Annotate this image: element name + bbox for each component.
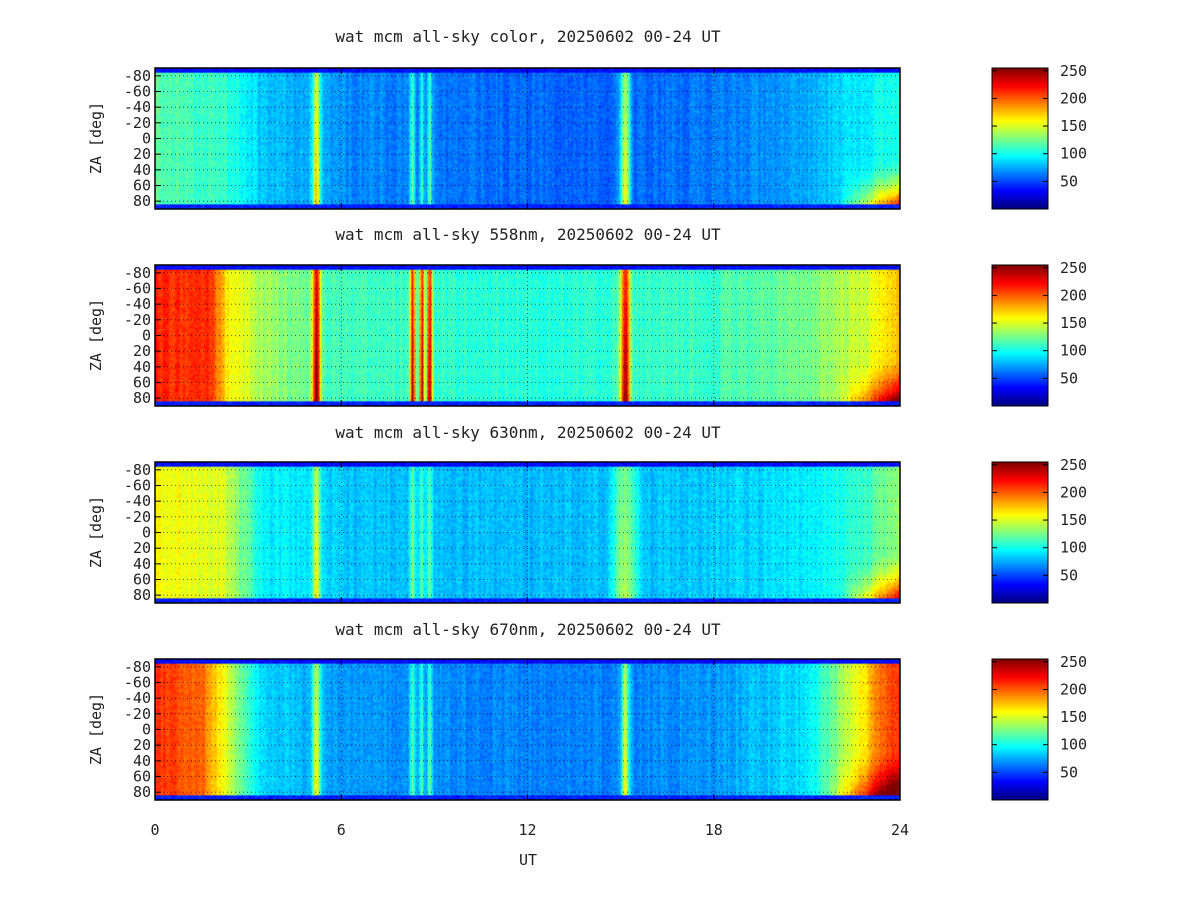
y-tick-label: 40 [133, 555, 151, 573]
colorbar-tick-label: 200 [1060, 680, 1087, 698]
x-tick-label: 6 [337, 821, 346, 839]
y-tick-label: -80 [124, 67, 151, 85]
x-tick-label: 18 [705, 821, 723, 839]
y-tick-label: -60 [124, 674, 151, 692]
colorbar-tick-label: 250 [1060, 62, 1087, 80]
y-tick-label: -20 [124, 508, 151, 526]
y-axis-label: ZA [deg] [87, 693, 105, 765]
grid-lines [154, 659, 901, 800]
y-tick-label: -20 [124, 114, 151, 132]
colorbar-tick-label: 150 [1060, 314, 1087, 332]
y-tick-label: 60 [133, 768, 151, 786]
colorbar-frame [991, 264, 1049, 407]
y-tick-label: -80 [124, 264, 151, 282]
y-tick-label: 0 [142, 130, 151, 148]
x-tick-label: 12 [518, 821, 536, 839]
panel-title: wat mcm all-sky color, 20250602 00-24 UT [335, 27, 721, 46]
y-tick-label: -60 [124, 280, 151, 298]
y-tick-label: 0 [142, 721, 151, 739]
colorbar-tick-label: 200 [1060, 483, 1087, 501]
colorbar-ticks: 50 100 150 200 250 [992, 62, 1087, 190]
colorbar-630nm [992, 462, 1048, 603]
y-tick-label: 40 [133, 161, 151, 179]
grid-lines [154, 462, 901, 603]
y-tick-label: -80 [124, 461, 151, 479]
colorbar-tick-label: 250 [1060, 259, 1087, 277]
colorbar-tick-label: 150 [1060, 117, 1087, 135]
colorbar-ticks: 50 100 150 200 250 [992, 259, 1087, 387]
y-tick-label: 80 [133, 389, 151, 407]
y-tick-label: 20 [133, 736, 151, 754]
panel-630nm: wat mcm all-sky 630nm, 20250602 00-24 UT… [87, 423, 1087, 604]
colorbar-558nm [992, 265, 1048, 406]
y-tick-label: 20 [133, 539, 151, 557]
y-tick-label: -60 [124, 477, 151, 495]
colorbar-frame [991, 658, 1049, 801]
colorbar-tick-label: 50 [1060, 763, 1078, 781]
x-ticks: 0 6 12 18 24 [150, 821, 909, 839]
y-tick-label: 60 [133, 374, 151, 392]
panel-670nm: wat mcm all-sky 670nm, 20250602 00-24 UT… [87, 620, 1087, 839]
panel-558nm: wat mcm all-sky 558nm, 20250602 00-24 UT… [87, 225, 1087, 407]
x-tick-label: 24 [891, 821, 909, 839]
colorbar-tick-label: 100 [1060, 539, 1087, 557]
colorbar-tick-label: 200 [1060, 89, 1087, 107]
colorbar-ticks: 50 100 150 200 250 [992, 456, 1087, 584]
panel-title: wat mcm all-sky 630nm, 20250602 00-24 UT [335, 423, 721, 442]
colorbar-color [992, 68, 1048, 209]
colorbar-tick-label: 50 [1060, 369, 1078, 387]
y-axis-label: ZA [deg] [87, 496, 105, 568]
colorbar-tick-label: 100 [1060, 145, 1087, 163]
colorbar-tick-label: 100 [1060, 736, 1087, 754]
x-tick-label: 0 [150, 821, 159, 839]
y-axis-label: ZA [deg] [87, 299, 105, 371]
colorbar-670nm [992, 659, 1048, 800]
y-tick-label: 0 [142, 524, 151, 542]
colorbar-tick-label: 250 [1060, 653, 1087, 671]
y-tick-label: -40 [124, 98, 151, 116]
y-tick-label: 0 [142, 327, 151, 345]
panel-title: wat mcm all-sky 670nm, 20250602 00-24 UT [335, 620, 721, 639]
y-tick-label: -80 [124, 658, 151, 676]
colorbar-tick-label: 150 [1060, 708, 1087, 726]
y-tick-label: 40 [133, 752, 151, 770]
y-tick-label: -40 [124, 295, 151, 313]
y-tick-label: -40 [124, 492, 151, 510]
colorbar-tick-label: 250 [1060, 456, 1087, 474]
colorbar-tick-label: 150 [1060, 511, 1087, 529]
y-tick-label: 40 [133, 358, 151, 376]
colorbar-tick-label: 100 [1060, 342, 1087, 360]
colorbar-tick-label: 200 [1060, 286, 1087, 304]
y-tick-label: 60 [133, 571, 151, 589]
x-axis-label: UT [519, 851, 537, 869]
y-tick-label: 60 [133, 177, 151, 195]
y-tick-label: 80 [133, 586, 151, 604]
y-tick-label: -20 [124, 311, 151, 329]
y-tick-label: -60 [124, 83, 151, 101]
y-tick-label: 20 [133, 342, 151, 360]
colorbar-tick-label: 50 [1060, 172, 1078, 190]
y-axis-label: ZA [deg] [87, 102, 105, 174]
y-tick-label: 80 [133, 192, 151, 210]
y-tick-label: -40 [124, 689, 151, 707]
panel-color: wat mcm all-sky color, 20250602 00-24 UT… [87, 27, 1087, 210]
panel-title: wat mcm all-sky 558nm, 20250602 00-24 UT [335, 225, 721, 244]
colorbar-ticks: 50 100 150 200 250 [992, 653, 1087, 781]
colorbar-frame [991, 67, 1049, 210]
colorbar-frame [991, 461, 1049, 604]
y-tick-label: -20 [124, 705, 151, 723]
y-tick-label: 20 [133, 145, 151, 163]
grid-lines [154, 68, 901, 209]
grid-lines [154, 265, 901, 406]
y-tick-label: 80 [133, 783, 151, 801]
colorbar-tick-label: 50 [1060, 566, 1078, 584]
